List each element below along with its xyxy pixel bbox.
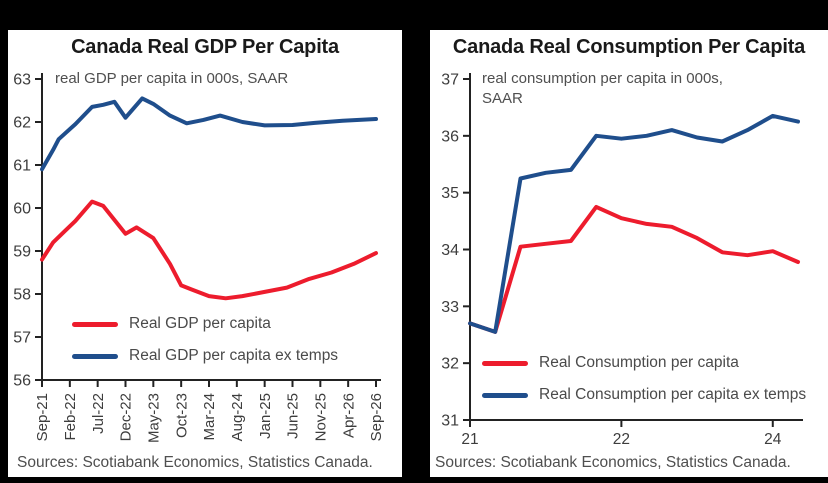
red-line-swatch-icon	[72, 321, 118, 327]
legend-item: Real Consumption per capita	[482, 353, 806, 373]
navy-line-swatch-icon	[482, 392, 528, 398]
legend-label: Real Consumption per capita	[539, 354, 739, 371]
y-tick-label: 34	[441, 242, 459, 259]
x-tick-label: Apr-26	[340, 393, 357, 438]
gdp-chart-panel: Canada Real GDP Per Capita 63 62 61 60 59 58 5…	[8, 30, 402, 477]
y-tick-label: 59	[13, 243, 31, 260]
navy-line-swatch-icon	[72, 353, 118, 359]
y-tick-label: 36	[441, 128, 459, 145]
y-tick-label: 58	[13, 286, 31, 303]
y-tick-label: 63	[13, 71, 31, 88]
legend-item: Real GDP per capita	[72, 314, 338, 334]
consumption-chart-note: real consumption per capita in 000s, SAA…	[482, 70, 723, 107]
y-tick-label: 61	[13, 157, 31, 174]
x-tick-label: Nov-25	[312, 393, 329, 441]
gdp-chart-title: Canada Real GDP Per Capita	[71, 36, 339, 58]
x-tick-label: Mar-24	[201, 393, 218, 441]
consumption-chart-source: Sources: Scotiabank Economics, Statistic…	[435, 454, 791, 471]
x-tick-label: Oct-23	[173, 393, 190, 438]
consumption-chart-title: Canada Real Consumption Per Capita	[452, 36, 806, 58]
y-tick-label: 35	[441, 185, 459, 202]
y-tick-label: 33	[441, 299, 459, 316]
consumption-chart-panel: Canada Real Consumption Per Capita 37 36 3…	[430, 30, 828, 477]
x-tick-label: Jan-25	[257, 393, 274, 439]
x-tick-label: Aug-24	[229, 393, 246, 441]
x-tick-label: Jul-22	[90, 393, 107, 434]
x-tick-label: 21	[461, 431, 478, 448]
legend-label: Real GDP per capita	[129, 315, 271, 332]
x-tick-label: 22	[613, 431, 630, 448]
y-tick-label: 62	[13, 114, 31, 131]
y-tick-label: 32	[441, 356, 459, 373]
x-tick-label: Feb-22	[62, 393, 79, 441]
gdp-chart-source: Sources: Scotiabank Economics, Statistic…	[17, 454, 373, 471]
series-real-consumption-per-capita	[468, 204, 800, 334]
x-tick-label: May-23	[145, 393, 162, 443]
consumption-chart-legend: Real Consumption per capita Real Consump…	[482, 353, 806, 417]
x-tick-label: Sep-21	[34, 393, 51, 441]
x-tick-label: 24	[764, 431, 782, 448]
y-tick-label: 56	[13, 372, 31, 389]
x-tick-label: Dec-22	[118, 393, 135, 441]
legend-item: Real Consumption per capita ex temps	[482, 385, 806, 405]
gdp-chart-note: real GDP per capita in 000s, SAAR	[55, 70, 289, 87]
legend-item: Real GDP per capita ex temps	[72, 346, 338, 366]
x-tick-label: Sep-26	[368, 393, 385, 441]
y-tick-label: 57	[13, 329, 31, 346]
gdp-chart-legend: Real GDP per capita Real GDP per capita …	[72, 314, 338, 378]
y-tick-label: 37	[441, 71, 459, 88]
series-real-gdp-per-capita-ex-temps	[40, 96, 378, 172]
series-real-gdp-per-capita	[40, 199, 378, 301]
y-tick-label: 60	[13, 200, 31, 217]
red-line-swatch-icon	[482, 360, 528, 366]
x-tick-label: Jun-25	[285, 393, 302, 439]
legend-label: Real GDP per capita ex temps	[129, 347, 339, 364]
series-real-consumption-per-capita-ex-temps	[468, 113, 800, 334]
y-tick-label: 31	[441, 412, 459, 429]
legend-label: Real Consumption per capita ex temps	[539, 386, 807, 403]
